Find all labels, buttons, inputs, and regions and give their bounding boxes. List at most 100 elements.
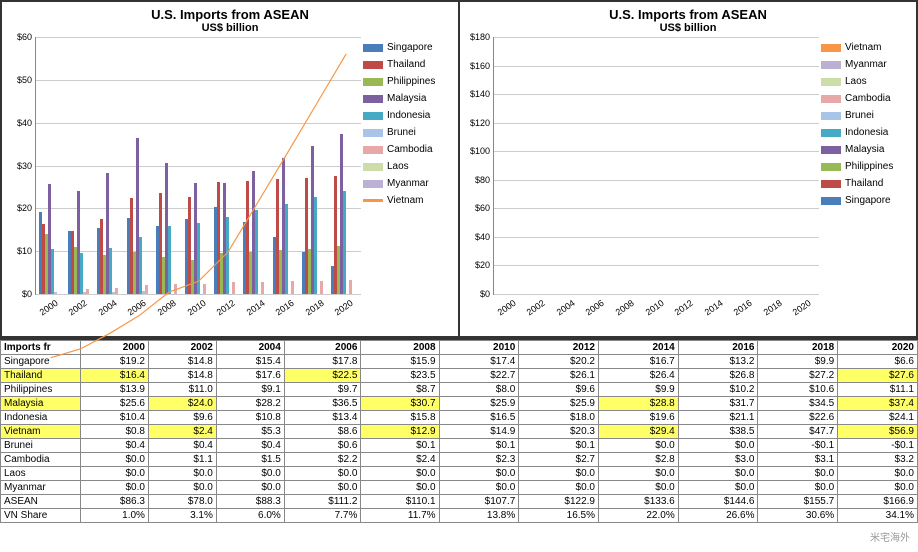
cell: $29.4 [599,425,679,439]
legend-item: Indonesia [363,110,451,121]
cell: $27.2 [758,369,838,383]
cell: 13.8% [439,509,519,523]
cell: $166.9 [838,495,918,509]
cell: 11.7% [361,509,439,523]
table-header-year: 2010 [439,341,519,355]
cell: $9.1 [216,383,284,397]
cell: $19.2 [81,355,149,369]
row-label: Indonesia [1,411,81,425]
cell: $0.8 [81,425,149,439]
cell: $16.5 [439,411,519,425]
cell: 30.6% [758,509,838,523]
legend-item: Cambodia [363,144,451,155]
legend-item: Malaysia [821,144,909,155]
cell: $36.5 [284,397,361,411]
cell: 26.6% [678,509,758,523]
table-header-year: 2014 [599,341,679,355]
cell: $88.3 [216,495,284,509]
cell: $38.5 [678,425,758,439]
cell: $14.8 [148,369,216,383]
cell: $6.6 [838,355,918,369]
cell: $10.2 [678,383,758,397]
cell: $9.7 [284,383,361,397]
year-group [759,37,788,294]
cell: $0.0 [758,467,838,481]
cell: $11.1 [838,383,918,397]
cell: $24.1 [838,411,918,425]
cell: $0.0 [678,467,758,481]
cell: $26.1 [519,369,599,383]
cell: $25.6 [81,397,149,411]
bar [168,226,171,294]
table-header-year: 2004 [216,341,284,355]
cell: $0.0 [519,481,599,495]
cell: $155.7 [758,495,838,509]
cell: $0.0 [678,439,758,453]
table-row: Vietnam$0.8$2.4$5.3$8.6$12.9$14.9$20.3$2… [1,425,918,439]
year-group [96,37,125,294]
cell: $0.0 [216,467,284,481]
cell: $1.1 [148,453,216,467]
table-row: Philippines$13.9$11.0$9.1$9.7$8.7$8.0$9.… [1,383,918,397]
cell: $8.7 [361,383,439,397]
cell: $23.5 [361,369,439,383]
legend-item: Cambodia [821,93,909,104]
bar [285,204,288,294]
year-group [330,37,359,294]
legend-item: Brunei [821,110,909,121]
chart1-legend: SingaporeThailandPhilippinesMalaysiaIndo… [361,37,453,317]
cell: $0.0 [599,467,679,481]
watermark: 米宅海外 [870,529,910,544]
table-row: VN Share1.0%3.1%6.0%7.7%11.7%13.8%16.5%2… [1,509,918,523]
legend-item: Myanmar [363,178,451,189]
year-group [184,37,213,294]
bar [80,253,83,294]
cell: $86.3 [81,495,149,509]
cell: $15.8 [361,411,439,425]
table-row: Brunei$0.4$0.4$0.4$0.6$0.1$0.1$0.1$0.0$0… [1,439,918,453]
bar [343,191,346,294]
cell: $3.2 [838,453,918,467]
cell: $8.0 [439,383,519,397]
cell: $0.6 [284,439,361,453]
cell: $0.0 [284,467,361,481]
table-row: ASEAN$86.3$78.0$88.3$111.2$110.1$107.7$1… [1,495,918,509]
cell: $0.0 [439,481,519,495]
row-label: Singapore [1,355,81,369]
year-group [700,37,729,294]
table-header-year: 2018 [758,341,838,355]
cell: $0.4 [148,439,216,453]
cell: $5.3 [216,425,284,439]
cell: 34.1% [838,509,918,523]
year-group [67,37,96,294]
cell: $0.0 [758,481,838,495]
cell: $16.4 [81,369,149,383]
cell: $0.0 [519,467,599,481]
cell: $14.9 [439,425,519,439]
chart2-title: U.S. Imports from ASEAN [465,7,911,22]
year-group [242,37,271,294]
chart2-subtitle: US$ billion [465,22,911,34]
legend-item: Thailand [363,59,451,70]
cell: $2.3 [439,453,519,467]
cell: $14.8 [148,355,216,369]
cell: $0.0 [599,481,679,495]
cell: 6.0% [216,509,284,523]
legend-item: Philippines [363,76,451,87]
cell: $0.1 [519,439,599,453]
table-header-year: 2020 [838,341,918,355]
cell: $2.4 [361,453,439,467]
table-header-year: 2012 [519,341,599,355]
cell: $17.8 [284,355,361,369]
cell: $24.0 [148,397,216,411]
cell: 3.1% [148,509,216,523]
cell: $34.5 [758,397,838,411]
cell: $0.0 [216,481,284,495]
cell: 1.0% [81,509,149,523]
year-group [554,37,583,294]
cell: $30.7 [361,397,439,411]
cell: $37.4 [838,397,918,411]
cell: $3.1 [758,453,838,467]
legend-item: Singapore [363,42,451,53]
bar [109,248,112,294]
